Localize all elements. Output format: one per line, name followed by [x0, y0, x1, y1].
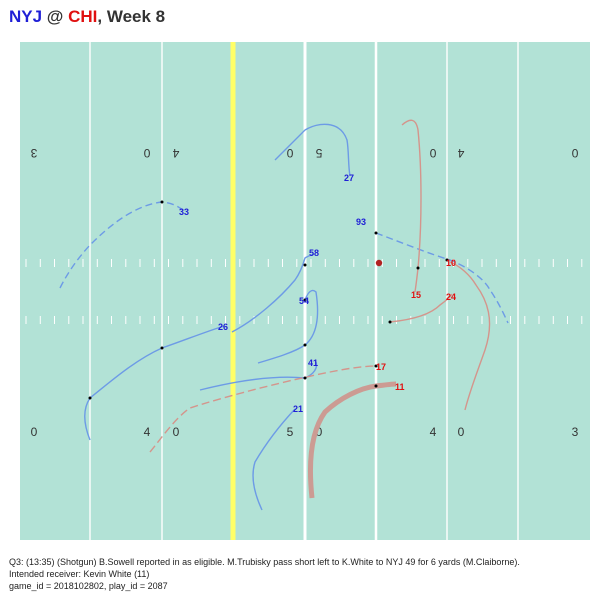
player-marker — [445, 258, 449, 262]
play-description: Q3: (13:35) (Shotgun) B.Sowell reported … — [9, 556, 594, 592]
yard-lines — [89, 42, 519, 540]
player-marker — [416, 266, 420, 270]
offense-labels: 10 15 24 17 11 — [376, 258, 456, 392]
receiver-24-label: 24 — [446, 292, 456, 302]
field-number: 0 — [316, 425, 323, 439]
field-number: 4 — [144, 425, 151, 439]
title-separator: @ — [42, 7, 69, 26]
intended-receiver: Intended receiver: Kevin White (11) — [9, 569, 150, 579]
hash-marks — [25, 259, 583, 324]
receiver-17-label: 17 — [376, 362, 386, 372]
field-number: 3 — [572, 425, 579, 439]
route-defender-93 — [375, 232, 509, 324]
field-numbers-bottom: 0 4 0 5 0 4 0 3 — [31, 425, 579, 439]
player-marker — [374, 364, 378, 368]
field-number: 4 — [172, 146, 179, 160]
field-number: 5 — [287, 425, 294, 439]
route-defender-27 — [274, 123, 351, 177]
player-marker — [303, 263, 307, 267]
player-marker — [303, 343, 307, 347]
defender-54-label: 54 — [299, 296, 309, 306]
player-marker — [303, 298, 307, 302]
route-receiver-17 — [149, 365, 377, 453]
home-team-abbr: CHI — [68, 7, 98, 26]
field-number: 3 — [30, 146, 37, 160]
field-number: 0 — [143, 146, 150, 160]
field-number: 0 — [571, 146, 578, 160]
defender-33-label: 33 — [179, 207, 189, 217]
defender-93-label: 93 — [356, 217, 366, 227]
player-marker — [303, 376, 307, 380]
field-number: 0 — [458, 425, 465, 439]
field-number: 0 — [31, 425, 38, 439]
route-receiver-10 — [449, 261, 491, 411]
defense-labels: 27 33 93 58 54 26 41 21 — [179, 173, 366, 414]
play-title: NYJ @ CHI, Week 8 — [9, 7, 165, 27]
defender-41-label: 41 — [308, 358, 318, 368]
field-number: 4 — [457, 146, 464, 160]
defender-58-label: 58 — [309, 248, 319, 258]
player-marker — [160, 200, 164, 204]
field-number: 0 — [173, 425, 180, 439]
field-number: 5 — [315, 146, 322, 160]
route-defender-58 — [231, 253, 315, 333]
route-defender-33 — [59, 201, 185, 289]
player-start-markers — [88, 200, 449, 400]
route-defender-54 — [257, 289, 319, 364]
defender-21-label: 21 — [293, 404, 303, 414]
away-team-abbr: NYJ — [9, 7, 43, 26]
offense-routes — [149, 119, 491, 453]
field-number: 0 — [286, 146, 293, 160]
defender-27-label: 27 — [344, 173, 354, 183]
play-summary: Q3: (13:35) (Shotgun) B.Sowell reported … — [9, 557, 520, 567]
player-marker — [88, 396, 92, 400]
game-play-ids: game_id = 2018102802, play_id = 2087 — [9, 581, 168, 591]
player-marker — [388, 320, 392, 324]
route-defender-21 — [252, 408, 296, 511]
field-numbers-top: 3 0 4 0 5 0 4 0 — [30, 146, 578, 160]
route-receiver-24 — [389, 293, 453, 323]
week-label: , Week 8 — [97, 7, 166, 26]
route-receiver-15 — [401, 119, 422, 293]
receiver-11-label: 11 — [395, 382, 405, 392]
field-number: 0 — [429, 146, 436, 160]
field-number: 4 — [430, 425, 437, 439]
defender-26-label: 26 — [218, 322, 228, 332]
player-marker — [160, 346, 164, 350]
receiver-15-label: 15 — [411, 290, 421, 300]
route-receiver-11-target — [308, 381, 397, 499]
receiver-10-label: 10 — [446, 258, 456, 268]
player-marker — [374, 231, 378, 235]
football-icon — [375, 259, 383, 267]
route-defender-26 — [84, 325, 225, 441]
player-marker — [374, 384, 378, 388]
